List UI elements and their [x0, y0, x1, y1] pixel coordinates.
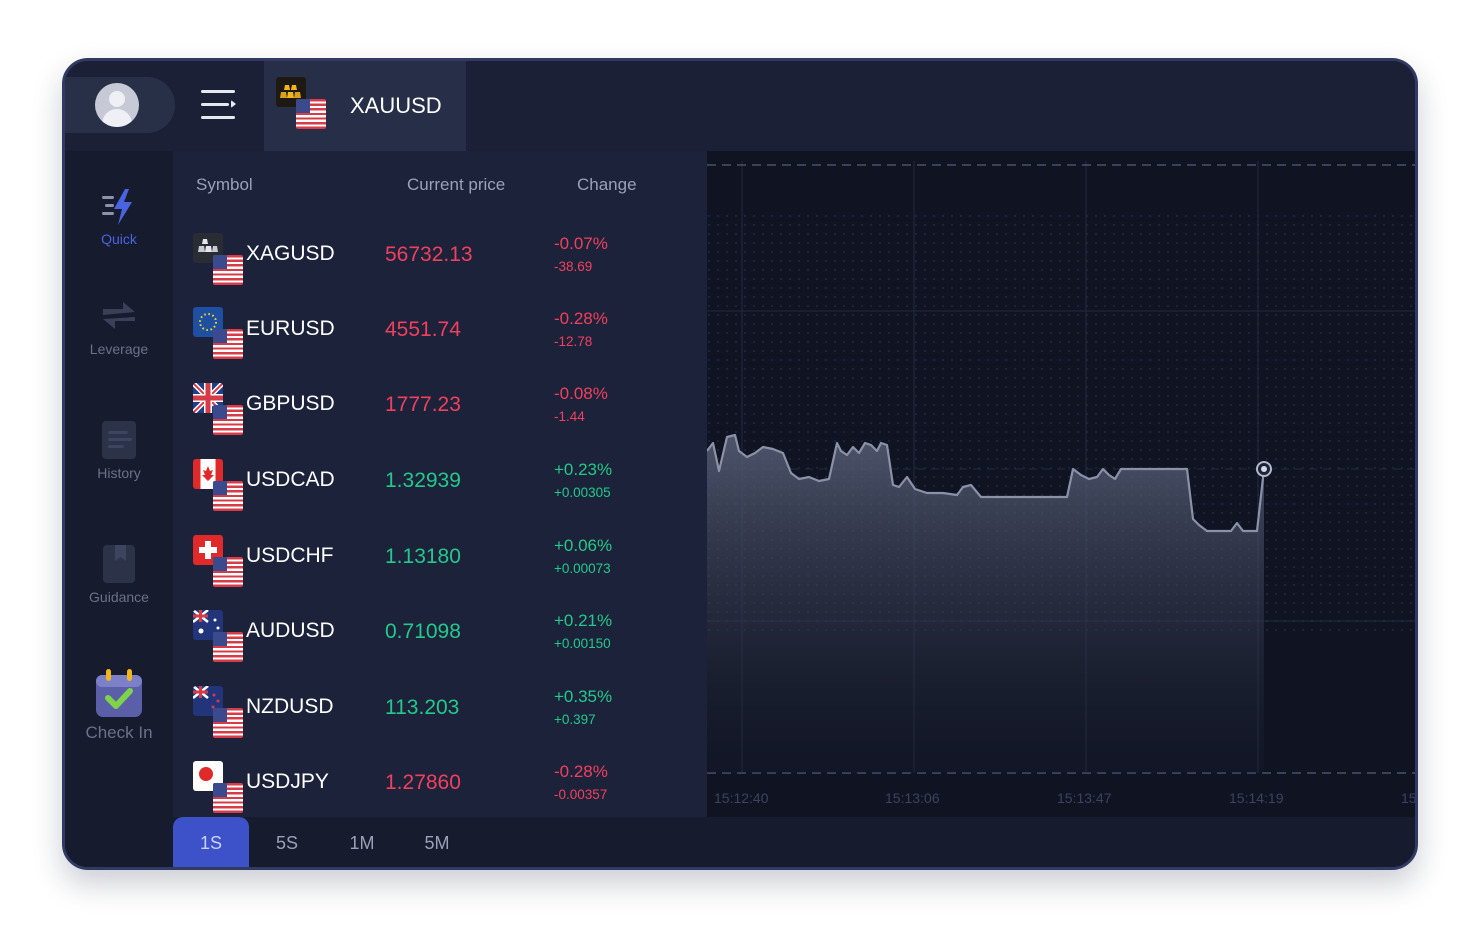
- current-price-marker-dot: [1261, 466, 1267, 472]
- sidebar: Quick Leverage History Guidance: [65, 151, 173, 867]
- price-area: [707, 435, 1264, 773]
- timeframe-5s[interactable]: 5S: [275, 833, 299, 853]
- active-symbol-tab[interactable]: XAUUSD: [264, 61, 466, 151]
- price-line: [707, 433, 1266, 533]
- change-percent: -0.28%: [554, 309, 608, 328]
- menu-icon[interactable]: [201, 88, 237, 122]
- current-price: 1.13180: [385, 545, 461, 568]
- current-price: 56732.13: [385, 243, 473, 266]
- symbol-name: AUDUSD: [246, 619, 335, 642]
- symbol-name: XAGUSD: [246, 242, 335, 265]
- bookmark-icon: [103, 545, 135, 583]
- timeframe-bar: 1S 5S 1M 5M: [65, 817, 1415, 867]
- profile-button[interactable]: [65, 77, 175, 133]
- x-tick-label: 15: [1401, 790, 1417, 806]
- swap-arrows-icon: [103, 302, 135, 329]
- timeframe-5m[interactable]: 5M: [424, 833, 450, 853]
- symbol-name: USDCAD: [246, 468, 335, 491]
- sidebar-item-label: Quick: [101, 231, 137, 247]
- current-price: 113.203: [385, 696, 460, 719]
- sidebar-item-check-in[interactable]: Check In: [65, 665, 173, 743]
- sidebar-item-history[interactable]: History: [65, 419, 173, 481]
- current-price: 1777.23: [385, 393, 461, 416]
- sidebar-item-label: History: [97, 465, 141, 481]
- price-chart[interactable]: 15:12:40 15:13:06 15:13:47 15:14:19 15: [707, 151, 1417, 817]
- x-tick-label: 15:14:19: [1229, 790, 1284, 806]
- change-percent: -0.07%: [554, 234, 608, 253]
- symbol-name: EURUSD: [246, 317, 335, 340]
- sidebar-item-label: Check In: [85, 723, 153, 742]
- change-percent: -0.28%: [554, 762, 608, 781]
- column-header-price: Current price: [407, 175, 506, 194]
- current-price: 1.32939: [385, 469, 461, 492]
- change-percent: +0.23%: [554, 460, 613, 479]
- change-absolute: -38.69: [554, 259, 593, 274]
- symbol-list-panel: Symbol Current price Change XAGUSD 56732…: [173, 151, 707, 817]
- symbol-row-usdjpy[interactable]: USDJPY 1.27860 -0.28% -0.00357: [173, 745, 707, 821]
- column-header-change: Change: [577, 175, 637, 194]
- document-icon: [102, 421, 136, 459]
- sidebar-item-quick[interactable]: Quick: [65, 187, 173, 247]
- timeframe-1m[interactable]: 1M: [349, 833, 375, 853]
- x-tick-label: 15:13:47: [1057, 790, 1112, 806]
- change-percent: -0.08%: [554, 384, 608, 403]
- active-symbol-label: XAUUSD: [350, 93, 442, 118]
- symbol-name: USDJPY: [246, 770, 329, 793]
- current-price: 4551.74: [385, 318, 461, 341]
- timeframe-1s[interactable]: 1S: [173, 817, 249, 867]
- symbol-name: USDCHF: [246, 544, 334, 567]
- current-price: 0.71098: [385, 620, 461, 643]
- calendar-check-icon: [96, 669, 142, 717]
- sidebar-item-leverage[interactable]: Leverage: [65, 297, 173, 357]
- change-absolute: -0.00357: [554, 787, 608, 802]
- symbol-name: NZDUSD: [246, 695, 334, 718]
- price-chart-canvas: 15:12:40 15:13:06 15:13:47 15:14:19 15: [707, 161, 1417, 806]
- lightning-icon: [102, 189, 132, 225]
- change-absolute: +0.00305: [554, 485, 611, 500]
- change-absolute: +0.00150: [554, 636, 611, 651]
- current-price: 1.27860: [385, 771, 461, 794]
- column-header-symbol: Symbol: [196, 175, 253, 194]
- symbol-row-eurusd[interactable]: EURUSD 4551.74 -0.28% -12.78: [173, 292, 707, 368]
- change-absolute: -1.44: [554, 409, 585, 424]
- change-percent: +0.35%: [554, 687, 613, 706]
- change-absolute: -12.78: [554, 334, 593, 349]
- change-percent: +0.21%: [554, 611, 613, 630]
- change-absolute: +0.397: [554, 712, 596, 727]
- x-axis-labels: 15:12:40 15:13:06 15:13:47 15:14:19 15: [714, 790, 1417, 806]
- symbol-row-audusd[interactable]: AUDUSD 0.71098 +0.21% +0.00150: [173, 594, 707, 670]
- x-tick-label: 15:12:40: [714, 790, 769, 806]
- user-avatar-icon: [95, 83, 139, 127]
- top-bar: XAUUSD: [65, 61, 1415, 151]
- change-absolute: +0.00073: [554, 561, 611, 576]
- x-tick-label: 15:13:06: [885, 790, 940, 806]
- symbol-row-usdcad[interactable]: USDCAD 1.32939 +0.23% +0.00305: [173, 443, 707, 519]
- sidebar-item-guidance[interactable]: Guidance: [65, 543, 173, 605]
- symbol-row-xagusd[interactable]: XAGUSD 56732.13 -0.07% -38.69: [173, 217, 707, 293]
- symbol-row-gbpusd[interactable]: GBPUSD 1777.23 -0.08% -1.44: [173, 367, 707, 443]
- symbol-name: GBPUSD: [246, 392, 335, 415]
- symbol-row-nzdusd[interactable]: NZDUSD 113.203 +0.35% +0.397: [173, 670, 707, 746]
- symbol-row-usdchf[interactable]: USDCHF 1.13180 +0.06% +0.00073: [173, 519, 707, 595]
- change-percent: +0.06%: [554, 536, 613, 555]
- sidebar-item-label: Leverage: [89, 341, 149, 357]
- sidebar-item-label: Guidance: [89, 589, 149, 605]
- trading-app-window: XAUUSD Quick Leverage: [62, 58, 1418, 870]
